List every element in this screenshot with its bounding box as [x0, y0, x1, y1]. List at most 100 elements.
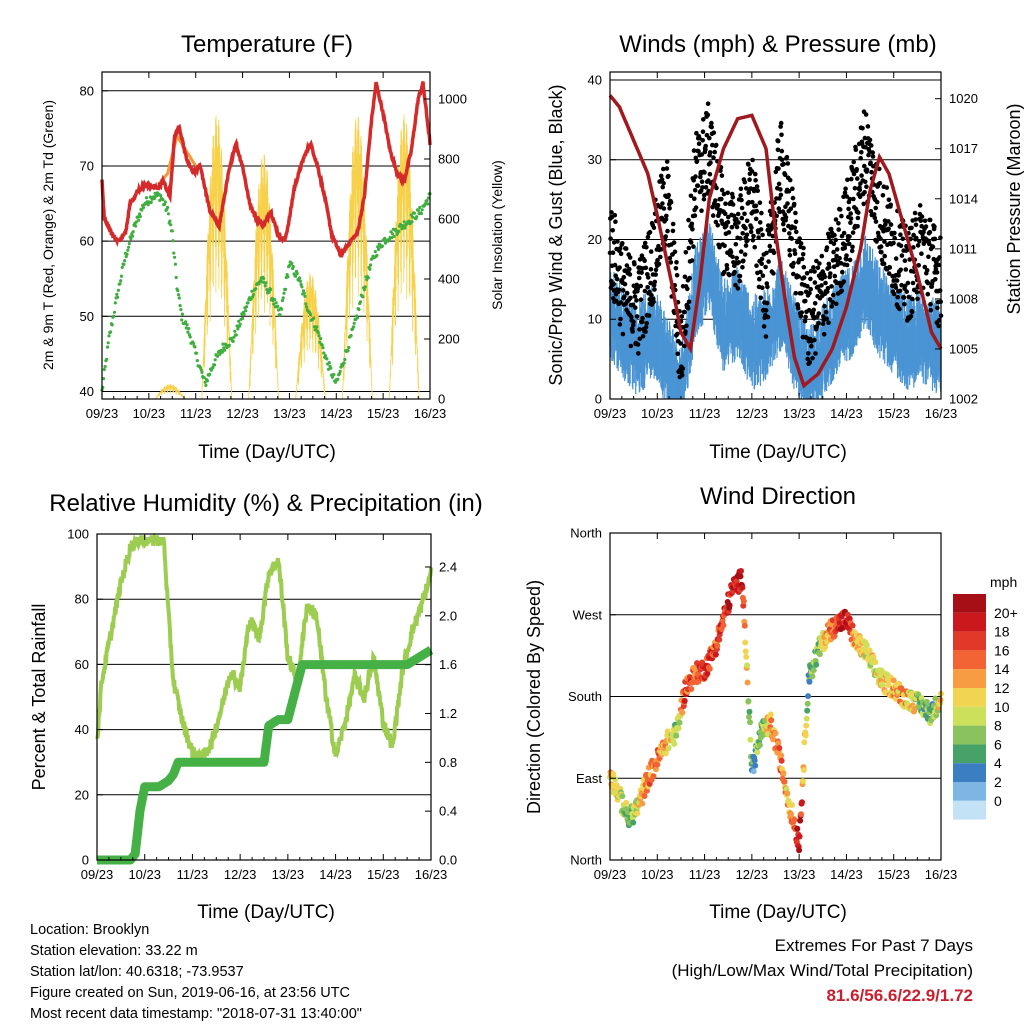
gust-point: [845, 177, 850, 183]
gust-point: [812, 269, 817, 274]
dewpoint-point: [102, 367, 106, 372]
gust-point: [927, 217, 933, 223]
dewpoint-point: [426, 202, 430, 206]
wind-direction-point: [751, 757, 758, 764]
wind-direction-point: [908, 690, 915, 697]
wind-direction-point: [746, 713, 752, 720]
wind-direction-point: [778, 752, 785, 759]
gust-point: [692, 213, 698, 218]
gust-point: [928, 307, 934, 313]
gust-point: [763, 334, 769, 339]
wind-direction-point: [831, 633, 838, 639]
gust-point: [850, 244, 855, 250]
gust-point: [733, 282, 738, 288]
gust-point: [648, 249, 654, 254]
dewpoint-point: [179, 308, 183, 312]
gust-point: [880, 193, 886, 198]
gust-point: [754, 208, 760, 214]
gust-point: [696, 141, 702, 146]
gust-point: [715, 223, 720, 228]
gust-point: [617, 246, 623, 251]
station-elevation: Station elevation: 33.22 m: [30, 943, 198, 959]
dewpoint-point: [320, 343, 324, 347]
gust-point: [624, 263, 630, 268]
dewpoint-point: [211, 365, 215, 370]
gust-point: [744, 232, 750, 238]
wind-direction-point: [804, 707, 811, 714]
dewpoint-point: [316, 331, 320, 335]
gust-point: [827, 264, 832, 270]
wind-direction-point: [789, 802, 795, 808]
gust-point: [679, 373, 685, 378]
gust-point: [682, 309, 687, 315]
gust-point: [825, 289, 830, 294]
gust-point: [816, 311, 822, 316]
gust-point: [797, 236, 802, 241]
y-tick-label: East: [576, 771, 602, 786]
gust-point: [705, 112, 711, 118]
dewpoint-point: [418, 205, 422, 210]
dewpoint-point: [126, 248, 130, 252]
gust-point: [761, 324, 767, 329]
colorbar-swatch: [953, 763, 986, 782]
gust-point: [879, 249, 884, 255]
gust-point: [611, 281, 616, 287]
gust-point: [831, 241, 837, 247]
gust-point: [771, 250, 777, 256]
gust-point: [925, 291, 931, 297]
dewpoint-point: [299, 282, 303, 287]
gust-point: [672, 249, 678, 255]
gust-point: [801, 275, 807, 280]
gust-point: [829, 284, 834, 289]
gust-point: [934, 270, 940, 275]
gust-point: [757, 200, 763, 205]
gust-point: [631, 319, 636, 325]
gust-point: [862, 190, 867, 195]
gust-point: [758, 227, 764, 232]
x-tick-label: 13/23: [783, 406, 816, 421]
dewpoint-point: [366, 276, 370, 280]
gust-point: [700, 129, 706, 134]
gust-point: [787, 252, 793, 258]
gust-point: [843, 186, 848, 191]
gust-point: [639, 319, 645, 325]
gust-point: [897, 306, 902, 312]
gust-point: [632, 294, 638, 299]
gust-point: [766, 231, 772, 237]
gust-point: [824, 245, 830, 250]
dewpoint-point: [300, 285, 304, 289]
gust-point: [693, 174, 698, 179]
y2-tick-label: 800: [438, 152, 460, 167]
gust-point: [648, 267, 654, 272]
gust-point: [771, 271, 776, 276]
wind-direction-point: [750, 768, 757, 775]
x-tick-label: 10/23: [641, 406, 674, 421]
gust-point: [620, 241, 625, 246]
gust-point: [744, 218, 750, 224]
gust-point: [655, 257, 660, 263]
dewpoint-point: [251, 293, 256, 297]
dewpoint-point: [315, 325, 319, 329]
dewpoint-point: [180, 312, 184, 316]
gust-point: [734, 224, 740, 230]
gust-point: [610, 250, 616, 255]
gust-point: [742, 179, 748, 185]
colorbar-swatch: [953, 669, 986, 688]
colorbar-label: 10: [994, 699, 1010, 715]
y2-tick-label: 0.4: [439, 804, 457, 819]
y-tick-label: 0: [82, 853, 89, 868]
x-tick-label: 16/23: [415, 867, 448, 882]
gust-point: [870, 154, 876, 159]
wind-direction-point: [704, 670, 711, 677]
gust-point: [935, 305, 940, 311]
gust-point: [800, 252, 806, 257]
gust-point: [683, 250, 689, 255]
gust-point: [696, 148, 701, 154]
gust-point: [673, 323, 678, 329]
dewpoint-point: [302, 291, 306, 295]
gust-point: [628, 343, 634, 349]
gust-point: [779, 148, 785, 154]
dewpoint-point: [280, 307, 284, 311]
gust-point: [808, 268, 814, 274]
gust-point: [926, 254, 931, 260]
